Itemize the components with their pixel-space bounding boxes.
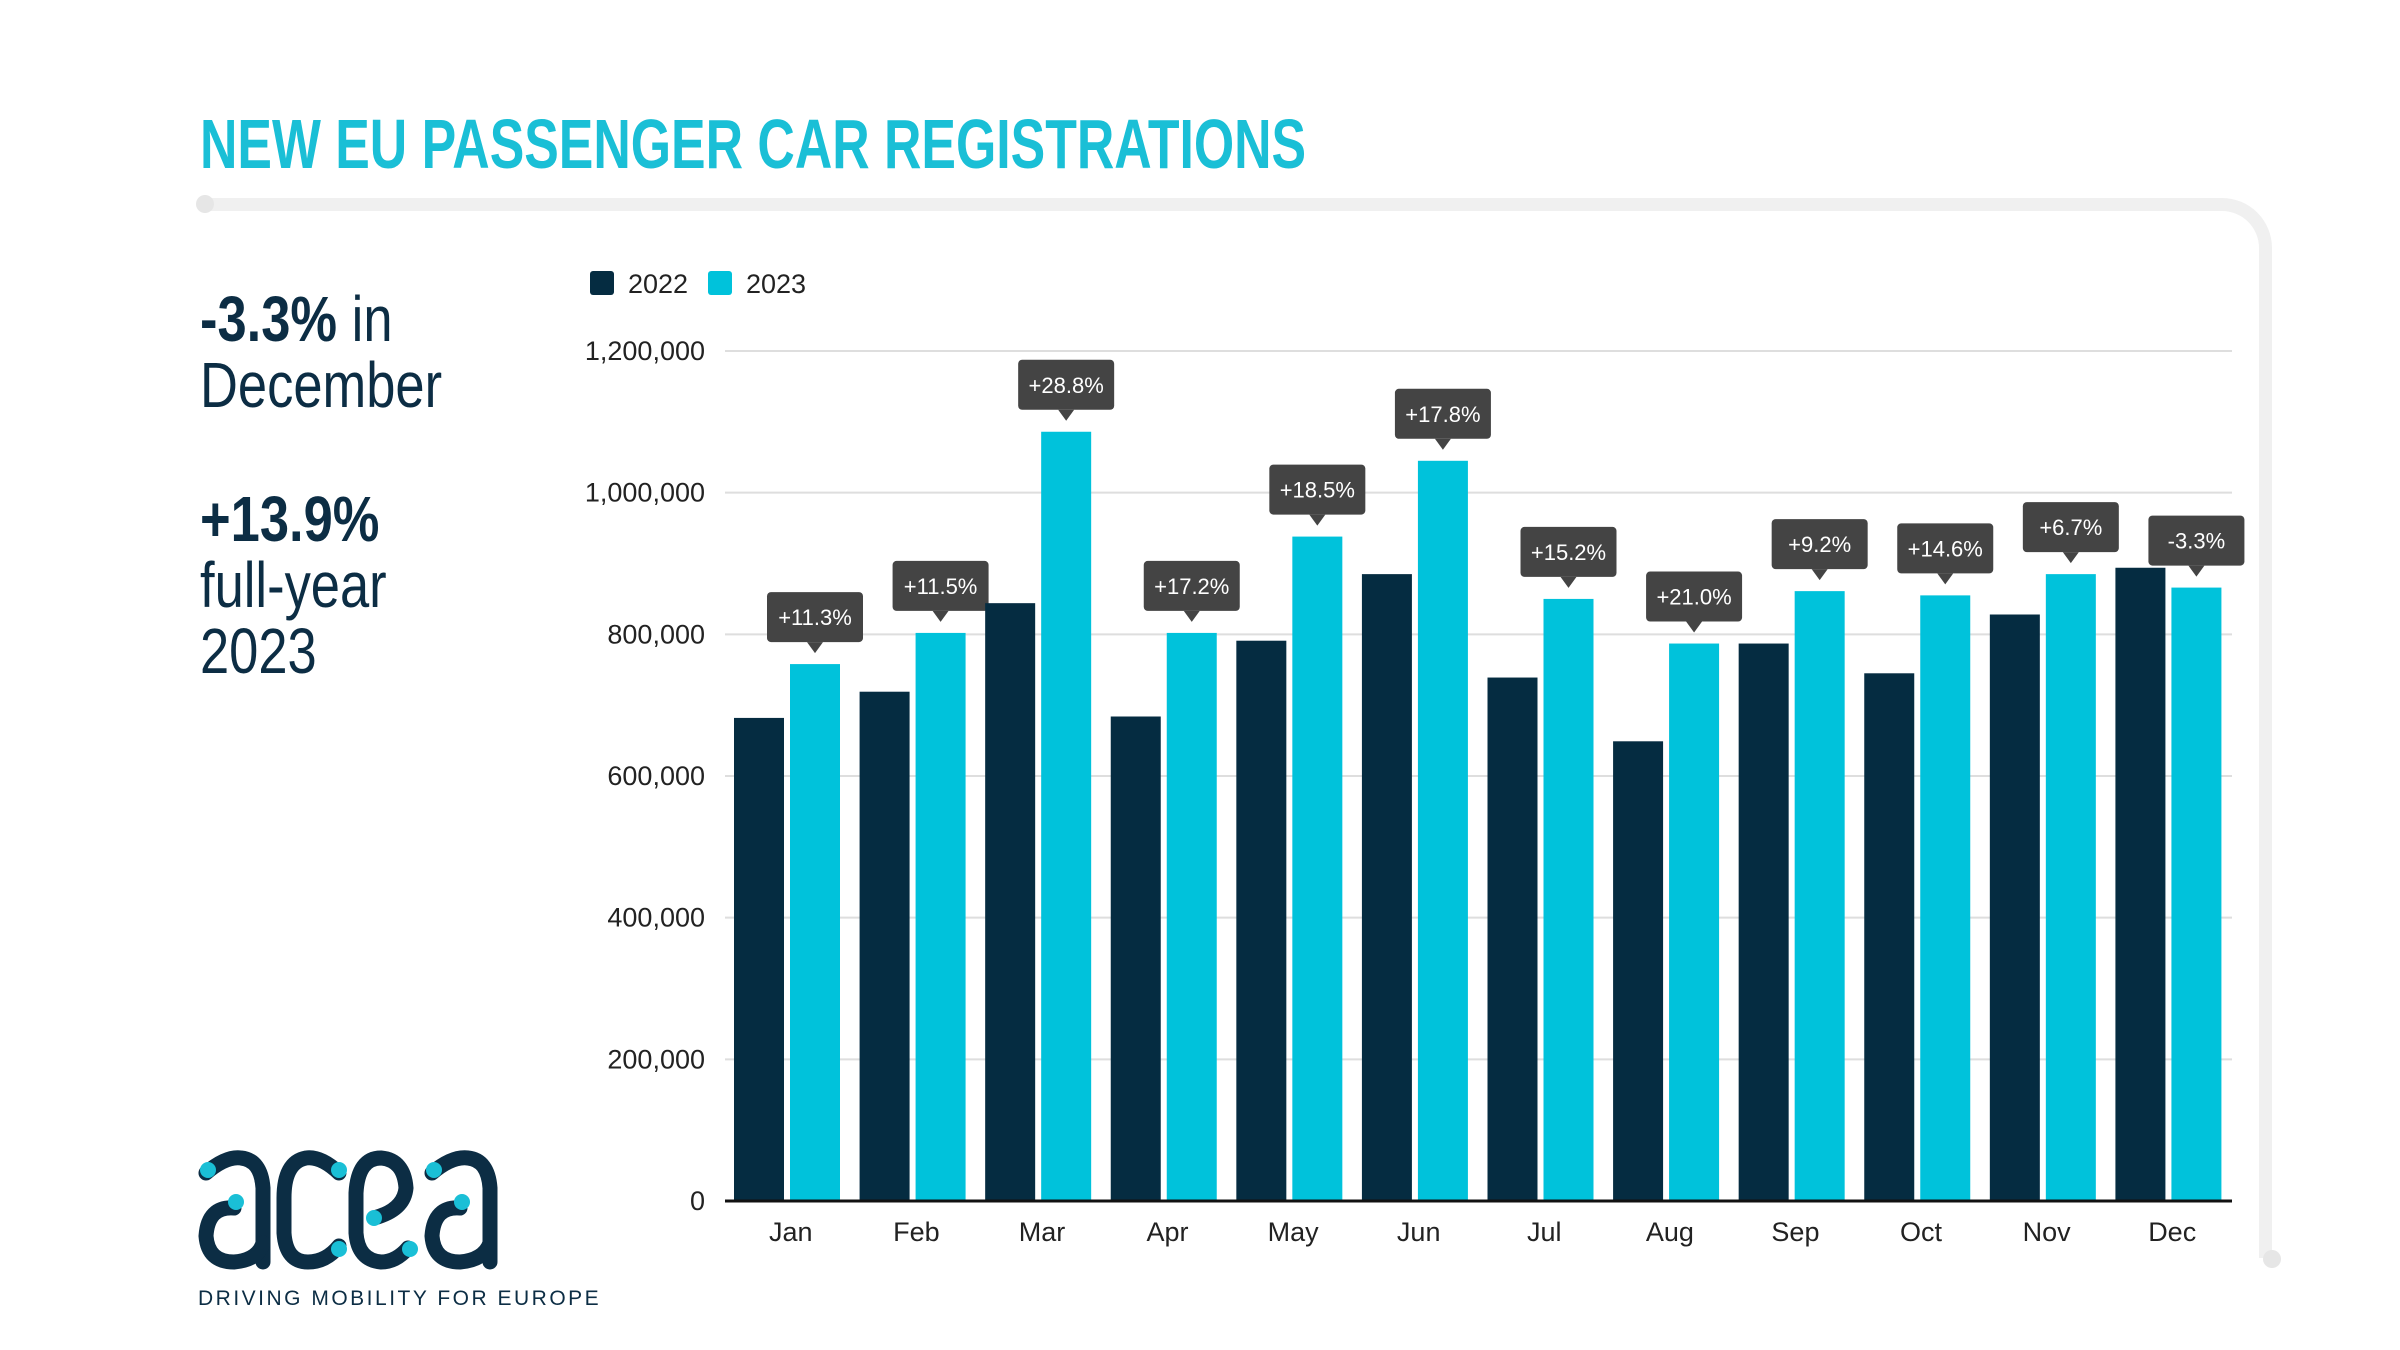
december-stat: -3.3% in: [200, 286, 393, 352]
logo-tagline: DRIVING MOBILITY FOR EUROPE: [198, 1287, 602, 1310]
bar-2023-Oct: [1920, 595, 1971, 1201]
data-label-box: [2148, 515, 2245, 566]
bar-2022-Jul: [1487, 677, 1538, 1201]
y-tick-label: 200,000: [607, 1044, 705, 1074]
data-label: +14.6%: [1908, 536, 1983, 561]
data-label: +17.8%: [1405, 402, 1480, 427]
bar-2023-Feb: [915, 632, 966, 1201]
x-tick-label: Jul: [1527, 1217, 1562, 1247]
x-tick-label: Jan: [769, 1217, 813, 1247]
data-label-box: [1269, 464, 1366, 515]
x-tick-label: Feb: [893, 1217, 940, 1247]
bar-2022-Nov: [1989, 614, 2040, 1201]
data-label-box: [767, 592, 863, 643]
x-tick-label: Aug: [1646, 1217, 1694, 1247]
data-label: +6.7%: [2039, 515, 2102, 540]
bar-2023-Nov: [2045, 574, 2096, 1201]
decorative-frame: [200, 198, 2272, 1258]
data-label-box: [1520, 526, 1617, 577]
bar-2022-Oct: [1864, 673, 1915, 1201]
data-label-pointer: [2188, 565, 2205, 577]
bar-2022-Dec: [2115, 567, 2166, 1201]
fullyear-label: full-year: [200, 549, 387, 621]
data-label: +11.5%: [904, 574, 978, 599]
frame-dot: [2263, 1250, 2281, 1268]
page-title: NEW EU PASSENGER CAR REGISTRATIONS: [200, 105, 1307, 183]
x-tick-label: Nov: [2023, 1217, 2072, 1247]
legend-label-2022: 2022: [628, 269, 688, 299]
data-label-box: [1018, 359, 1115, 410]
data-label-pointer: [1183, 610, 1200, 622]
data-label: +18.5%: [1280, 478, 1355, 503]
december-suffix: in: [351, 283, 393, 355]
legend-swatch-2022: [590, 271, 614, 295]
x-tick-label: Mar: [1019, 1217, 1066, 1247]
data-label-box: [1771, 519, 1868, 570]
data-label-pointer: [2062, 552, 2079, 564]
bar-2023-May: [1292, 536, 1343, 1201]
data-label-pointer: [1686, 621, 1703, 633]
data-label-pointer: [1434, 438, 1451, 450]
data-label-box: [1897, 523, 1994, 574]
data-label: +11.3%: [778, 605, 852, 630]
data-label-pointer: [1560, 576, 1577, 588]
data-label-pointer: [807, 642, 823, 654]
bar-2023-Jun: [1417, 460, 1468, 1202]
data-label-pointer: [1937, 573, 1954, 585]
bar-2022-Aug: [1613, 741, 1664, 1201]
bar-2022-May: [1236, 640, 1287, 1201]
data-label-pointer: [1309, 514, 1326, 526]
y-tick-label: 1,000,000: [585, 478, 705, 508]
y-tick-label: 400,000: [607, 903, 705, 933]
bar-2022-Mar: [985, 603, 1036, 1201]
x-tick-label: Oct: [1900, 1217, 1943, 1247]
data-label: +9.2%: [1788, 532, 1851, 557]
acea-logo: [198, 1150, 498, 1270]
bar-2023-Dec: [2171, 587, 2222, 1201]
bar-2023-Mar: [1041, 431, 1092, 1201]
data-label-box: [1143, 560, 1240, 611]
data-label: +21.0%: [1656, 585, 1731, 610]
legend-swatch-2023: [708, 271, 732, 295]
bar-2022-Feb: [859, 691, 910, 1201]
x-tick-label: May: [1268, 1217, 1320, 1247]
data-label: +15.2%: [1531, 540, 1606, 565]
data-label: -3.3%: [2168, 529, 2225, 554]
y-tick-label: 1,200,000: [585, 336, 705, 366]
december-value: -3.3%: [200, 283, 338, 355]
bar-2023-Sep: [1794, 591, 1845, 1201]
x-tick-label: Dec: [2148, 1217, 2196, 1247]
december-label: December: [200, 349, 443, 421]
y-tick-label: 0: [690, 1186, 705, 1216]
bar-2023-Jul: [1543, 598, 1594, 1201]
x-tick-label: Jun: [1397, 1217, 1441, 1247]
data-label-box: [2022, 502, 2119, 553]
legend-label-2023: 2023: [746, 269, 806, 299]
data-label-box: [892, 560, 989, 611]
fullyear-year: 2023: [200, 615, 317, 687]
bar-2022-Jun: [1361, 574, 1412, 1201]
fullyear-value: +13.9%: [200, 483, 380, 555]
data-label: +28.8%: [1029, 373, 1104, 398]
frame-dot: [196, 195, 214, 213]
data-label-pointer: [932, 610, 949, 622]
data-label-pointer: [1058, 409, 1075, 421]
bar-2023-Apr: [1166, 632, 1217, 1201]
bar-2022-Apr: [1110, 716, 1161, 1201]
x-tick-label: Apr: [1147, 1217, 1189, 1247]
bar-2022-Sep: [1738, 643, 1789, 1201]
bar-2022-Jan: [734, 717, 784, 1201]
data-label-box: [1646, 571, 1743, 622]
bar-2023-Aug: [1669, 643, 1720, 1201]
x-tick-label: Sep: [1771, 1217, 1819, 1247]
y-tick-label: 800,000: [607, 619, 705, 649]
data-label: +17.2%: [1154, 574, 1229, 599]
bar-2023-Jan: [790, 664, 840, 1201]
data-label-box: [1394, 388, 1491, 439]
data-label-pointer: [1811, 569, 1828, 581]
y-tick-label: 600,000: [607, 761, 705, 791]
